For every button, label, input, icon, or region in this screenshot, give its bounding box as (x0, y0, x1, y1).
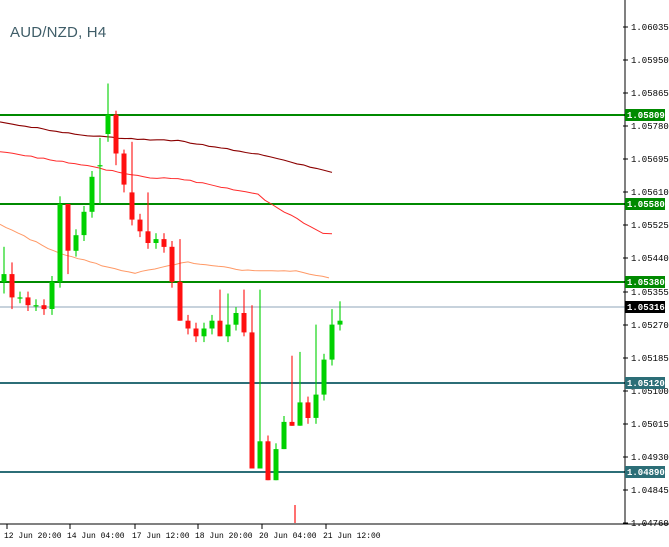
svg-text:1.05185: 1.05185 (631, 354, 669, 364)
svg-text:1.05809: 1.05809 (627, 111, 665, 121)
svg-text:1.05580: 1.05580 (627, 200, 665, 210)
svg-text:12 Jun 20:00: 12 Jun 20:00 (4, 532, 62, 541)
svg-text:1.05525: 1.05525 (631, 221, 669, 231)
svg-text:1.04845: 1.04845 (631, 486, 669, 496)
svg-text:1.05120: 1.05120 (627, 379, 665, 389)
svg-text:1.05270: 1.05270 (631, 321, 669, 331)
svg-text:1.05355: 1.05355 (631, 288, 669, 298)
svg-text:1.05380: 1.05380 (627, 278, 665, 288)
svg-text:1.05695: 1.05695 (631, 155, 669, 165)
svg-text:1.05015: 1.05015 (631, 420, 669, 430)
svg-text:1.04760: 1.04760 (631, 519, 669, 529)
svg-text:21 Jun 12:00: 21 Jun 12:00 (323, 532, 381, 541)
svg-text:1.04890: 1.04890 (627, 468, 665, 478)
svg-text:20 Jun 04:00: 20 Jun 04:00 (259, 532, 317, 541)
svg-text:1.05950: 1.05950 (631, 56, 669, 66)
svg-text:1.04930: 1.04930 (631, 453, 669, 463)
svg-text:17 Jun 12:00: 17 Jun 12:00 (132, 532, 190, 541)
svg-text:1.05865: 1.05865 (631, 89, 669, 99)
svg-text:14 Jun 04:00: 14 Jun 04:00 (67, 532, 125, 541)
svg-text:18 Jun 20:00: 18 Jun 20:00 (195, 532, 253, 541)
svg-text:1.06035: 1.06035 (631, 23, 669, 33)
svg-text:1.05316: 1.05316 (627, 303, 665, 313)
svg-text:1.05440: 1.05440 (631, 254, 669, 264)
svg-text:1.05780: 1.05780 (631, 122, 669, 132)
svg-text:1.05610: 1.05610 (631, 188, 669, 198)
